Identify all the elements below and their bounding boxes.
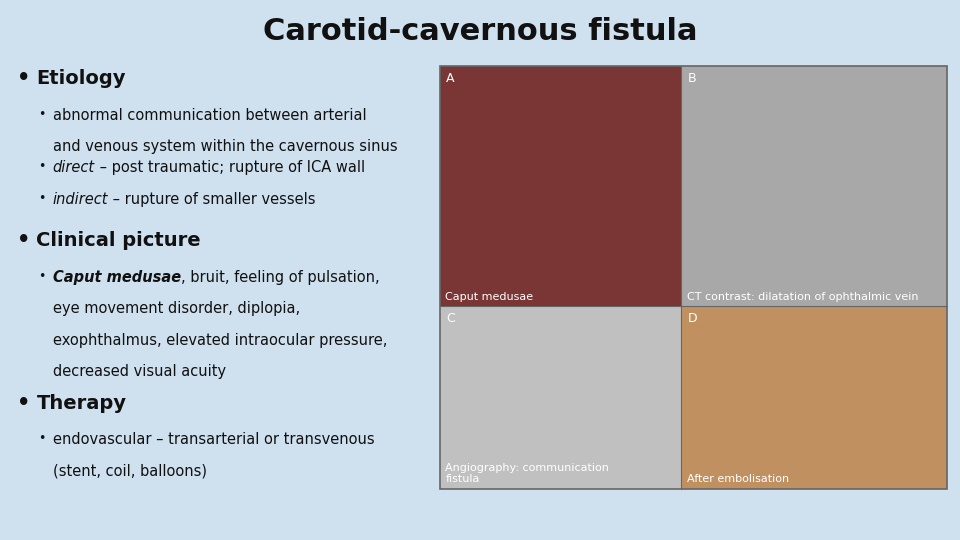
Text: Caput medusae: Caput medusae — [445, 292, 534, 302]
Text: Angiography: communication
fistula: Angiography: communication fistula — [445, 463, 610, 484]
Bar — [440, 66, 947, 489]
Text: CT contrast: dilatation of ophthalmic vein: CT contrast: dilatation of ophthalmic ve… — [686, 292, 918, 302]
Text: D: D — [687, 312, 697, 325]
Text: B: B — [687, 72, 696, 85]
Text: •: • — [17, 68, 31, 89]
Text: direct: direct — [53, 160, 95, 176]
Text: •: • — [38, 432, 46, 445]
Text: exophthalmus, elevated intraocular pressure,: exophthalmus, elevated intraocular press… — [53, 333, 387, 348]
Text: Caput medusae: Caput medusae — [53, 270, 180, 285]
Text: (stent, coil, balloons): (stent, coil, balloons) — [53, 463, 206, 478]
Text: and venous system within the cavernous sinus: and venous system within the cavernous s… — [53, 139, 397, 154]
Text: •: • — [38, 192, 46, 205]
Text: – rupture of smaller vessels: – rupture of smaller vessels — [108, 192, 316, 207]
Text: C: C — [446, 312, 455, 325]
Text: A: A — [446, 72, 455, 85]
Bar — [681, 306, 947, 489]
Text: indirect: indirect — [53, 192, 108, 207]
Bar — [440, 306, 681, 489]
Text: Therapy: Therapy — [36, 394, 127, 413]
Text: eye movement disorder, diplopia,: eye movement disorder, diplopia, — [53, 301, 300, 316]
Text: •: • — [38, 160, 46, 173]
Text: •: • — [17, 230, 31, 251]
Text: Etiology: Etiology — [36, 69, 126, 88]
Text: Clinical picture: Clinical picture — [36, 231, 201, 250]
Text: endovascular – transarterial or transvenous: endovascular – transarterial or transven… — [53, 432, 374, 447]
Text: , bruit, feeling of pulsation,: , bruit, feeling of pulsation, — [180, 270, 379, 285]
Text: – post traumatic; rupture of ICA wall: – post traumatic; rupture of ICA wall — [95, 160, 365, 176]
Bar — [440, 66, 681, 306]
Text: •: • — [38, 108, 46, 121]
Text: decreased visual acuity: decreased visual acuity — [53, 364, 226, 379]
Text: Carotid-cavernous fistula: Carotid-cavernous fistula — [263, 17, 697, 46]
Text: •: • — [17, 393, 31, 414]
Text: After embolisation: After embolisation — [686, 474, 789, 484]
Text: •: • — [38, 270, 46, 283]
Bar — [681, 66, 947, 306]
Text: abnormal communication between arterial: abnormal communication between arterial — [53, 108, 367, 123]
